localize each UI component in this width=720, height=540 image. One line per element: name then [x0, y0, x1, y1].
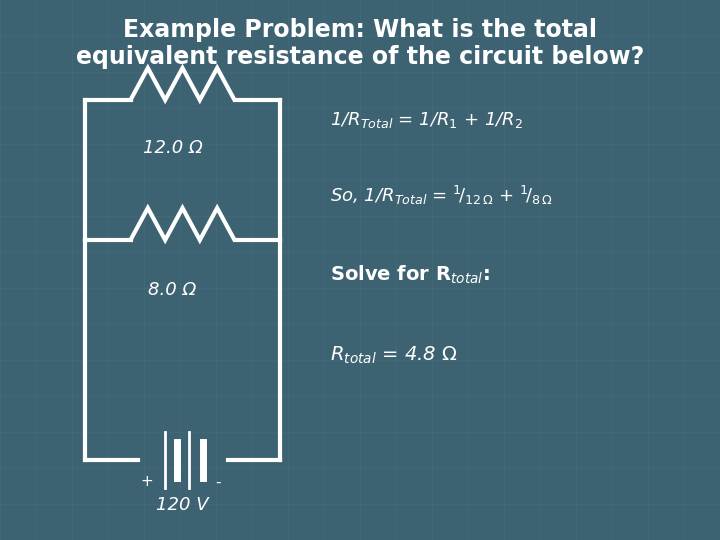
- Text: 1/R$_{\mathit{Total}}$ = 1/R$_{\mathit{1}}$ + 1/R$_{\mathit{2}}$: 1/R$_{\mathit{Total}}$ = 1/R$_{\mathit{1…: [330, 110, 523, 130]
- Text: So, 1/R$_{\mathit{Total}}$ = $^{1}\!/_{12\,\Omega}$ + $^{1}\!/_{8\,\Omega}$: So, 1/R$_{\mathit{Total}}$ = $^{1}\!/_{1…: [330, 184, 553, 206]
- Text: 120 V: 120 V: [156, 496, 209, 514]
- Text: +: +: [140, 475, 153, 489]
- Text: R$_{\mathit{total}}$ = 4.8 $\Omega$: R$_{\mathit{total}}$ = 4.8 $\Omega$: [330, 345, 457, 366]
- Text: 12.0 Ω: 12.0 Ω: [143, 139, 202, 157]
- Text: equivalent resistance of the circuit below?: equivalent resistance of the circuit bel…: [76, 45, 644, 69]
- Text: 8.0 Ω: 8.0 Ω: [148, 281, 197, 299]
- Text: Example Problem: What is the total: Example Problem: What is the total: [123, 18, 597, 42]
- Text: -: -: [216, 475, 221, 489]
- Text: Solve for R$_{\mathit{total}}$:: Solve for R$_{\mathit{total}}$:: [330, 264, 490, 286]
